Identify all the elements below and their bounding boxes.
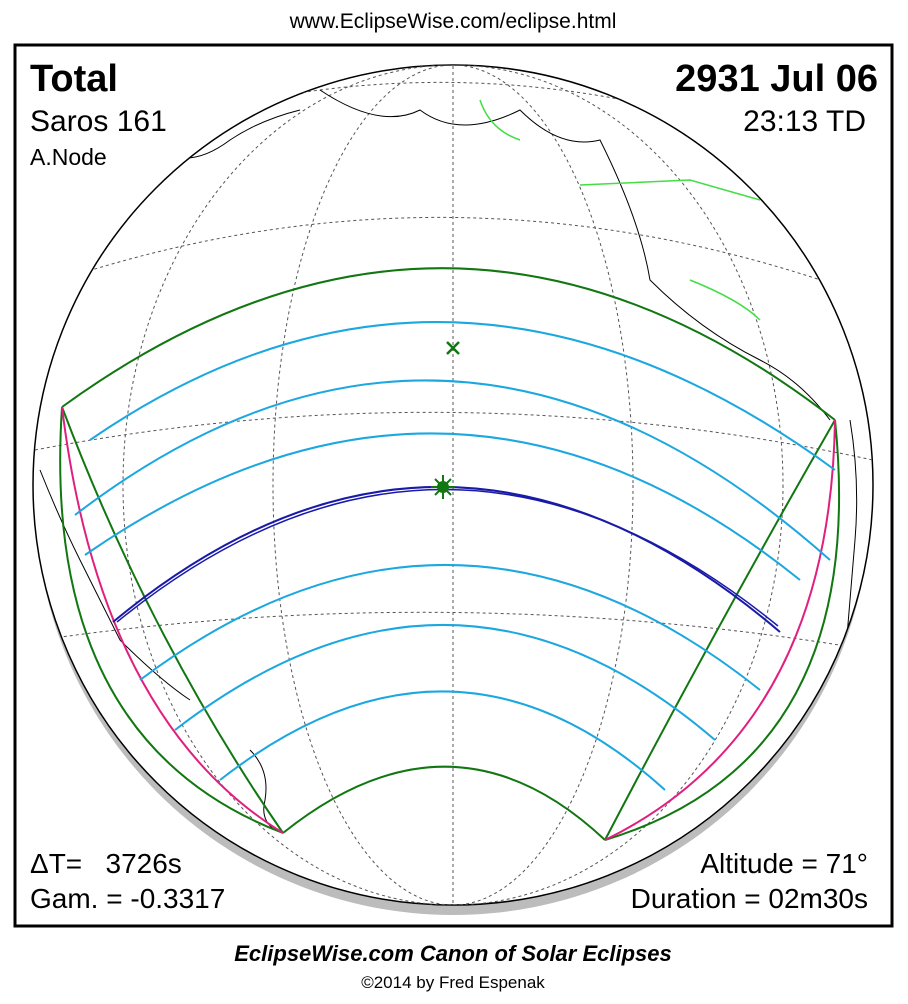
meridian [272, 65, 634, 905]
coast [39, 469, 191, 701]
node: A.Node [30, 144, 107, 170]
magnitude-line [89, 321, 836, 471]
eclipse-type: Total [30, 58, 118, 100]
penumbra-limit [61, 406, 284, 834]
url: www.EclipseWise.com/eclipse.html [289, 10, 617, 33]
magnitude-line [139, 564, 761, 691]
parallel [34, 411, 873, 461]
penumbra-limit [282, 765, 606, 841]
magnitude-line [174, 624, 716, 741]
globe [32, 64, 874, 906]
penumbra-limit [61, 267, 836, 421]
duration: Duration = 02m30s [631, 883, 868, 914]
penumbra-limit [604, 419, 836, 841]
penumbra-limit [59, 406, 284, 834]
gamma: Gam. = -0.3317 [30, 883, 225, 914]
delta-t: ΔT= 3726s [30, 848, 182, 879]
saros: Saros 161 [30, 105, 167, 138]
subsolar-marker [431, 475, 455, 499]
magnitude-line [219, 690, 666, 791]
time: 23:13 TD [743, 105, 866, 138]
eclipse-date: 2931 Jul 06 [675, 58, 878, 100]
altitude: Altitude = 71° [700, 848, 868, 879]
footer-credit: ©2014 by Fred Espenak [361, 973, 545, 992]
parallel [39, 611, 871, 651]
coast [844, 419, 858, 661]
coast [319, 89, 831, 421]
magnitude-line [84, 432, 801, 581]
magnitude-line [74, 379, 831, 561]
parallel [59, 216, 851, 291]
frame [13, 43, 894, 928]
greatest-eclipse-marker [446, 341, 460, 355]
footer-title: EclipseWise.com Canon of Solar Eclipses [234, 941, 672, 966]
rise-set-curve [61, 406, 284, 834]
border [479, 99, 761, 321]
meridian [122, 65, 784, 905]
rise-set-curve [604, 419, 836, 841]
penumbra-limit [604, 419, 841, 841]
